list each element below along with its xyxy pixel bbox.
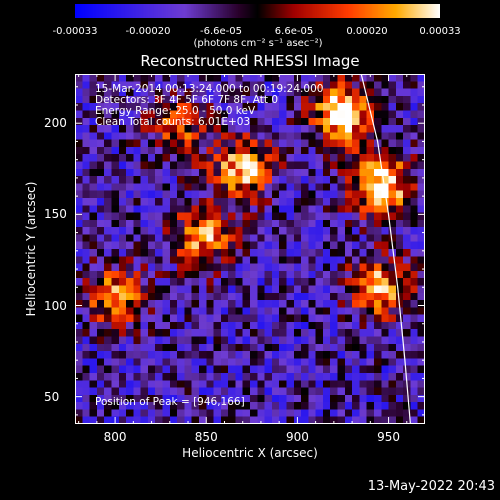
colorbar-tick: 6.6e-05	[274, 26, 314, 37]
x-axis-label: Heliocentric X (arcsec)	[182, 446, 318, 460]
y-tick-label: 100	[44, 298, 67, 313]
footer-date: 13-May-2022 20:43	[367, 479, 495, 494]
y-tick-label: 200	[44, 116, 67, 131]
x-tick-label: 950	[377, 430, 400, 444]
colorbar-unit-label: (photons cm⁻² s⁻¹ asec⁻²)	[193, 38, 323, 49]
colorbar-tick: 0.00020	[346, 26, 388, 37]
info-peak-position: Position of Peak = [946,166]	[95, 396, 245, 408]
solar-limb-line	[360, 74, 411, 424]
info-total-counts: Clean Total counts: 6.01E+03	[95, 116, 251, 128]
x-tick-label: 800	[103, 430, 127, 444]
colorbar-tick: -6.6e-05	[200, 26, 242, 37]
x-tick-label: 850	[194, 430, 218, 444]
colorbar-tick: -0.00020	[125, 26, 171, 37]
colorbar	[75, 4, 440, 18]
y-tick-label: 150	[44, 207, 67, 222]
colorbar-tick: 0.00033	[419, 26, 461, 37]
y-axis-label: Heliocentric Y (arcsec)	[24, 181, 38, 317]
plot-title: Reconstructed RHESSI Image	[140, 52, 360, 70]
x-tick-label: 900	[285, 430, 309, 444]
y-tick-label: 50	[44, 389, 60, 404]
image-plot-area: 15-Mar-2014 00:13:24.000 to 00:19:24.000…	[75, 74, 425, 424]
colorbar-tick: -0.00033	[52, 26, 98, 37]
